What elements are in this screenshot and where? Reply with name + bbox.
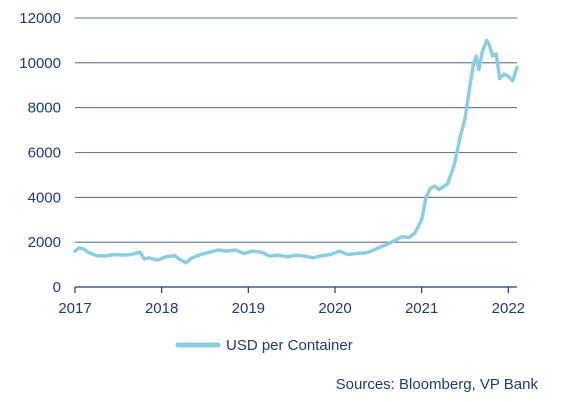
legend: USD per Container bbox=[175, 337, 353, 354]
y-tick-label: 8000 bbox=[28, 100, 61, 117]
x-tick-label: 2022 bbox=[492, 300, 525, 317]
x-tick-label: 2021 bbox=[405, 300, 438, 317]
y-tick-label: 2000 bbox=[28, 234, 61, 251]
gridlines bbox=[75, 17, 517, 243]
y-tick-label: 10000 bbox=[19, 55, 61, 72]
y-tick-label: 6000 bbox=[28, 145, 61, 162]
axes bbox=[74, 286, 517, 293]
y-tick-label: 12000 bbox=[19, 10, 61, 27]
y-axis-tick-labels: 0 2000 4000 6000 8000 10000 12000 bbox=[19, 10, 61, 296]
x-axis-tick-labels: 2017 2018 2019 2020 2021 2022 bbox=[58, 300, 525, 317]
x-tick-label: 2018 bbox=[145, 300, 178, 317]
y-tick-label: 4000 bbox=[28, 189, 61, 206]
x-tick-label: 2019 bbox=[232, 300, 265, 317]
series-line-usd-per-container bbox=[73, 38, 519, 265]
series-group bbox=[73, 38, 519, 265]
x-tick-label: 2017 bbox=[58, 300, 91, 317]
x-tick-label: 2020 bbox=[318, 300, 351, 317]
legend-label: USD per Container bbox=[226, 337, 353, 354]
y-tick-label: 0 bbox=[53, 279, 61, 296]
source-note: Sources: Bloomberg, VP Bank bbox=[335, 376, 538, 393]
